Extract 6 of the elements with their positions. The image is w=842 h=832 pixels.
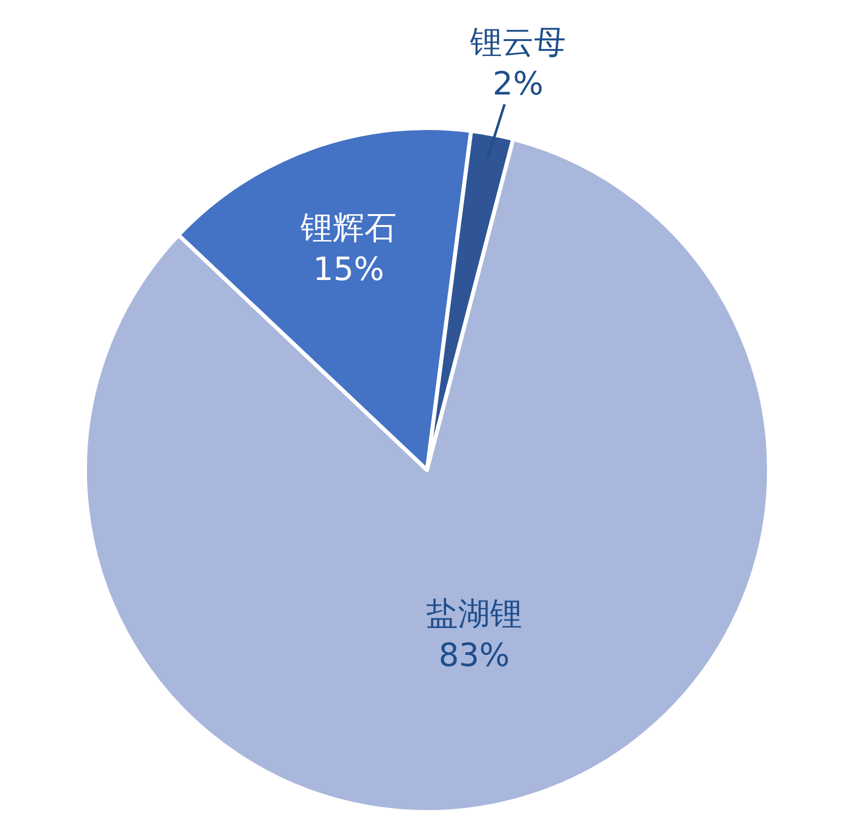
data-label: 15% [313, 250, 384, 288]
data-label: 2% [492, 64, 544, 103]
slice-label: 盐湖锂 [426, 594, 522, 633]
slice-label: 锂云母 [469, 23, 566, 61]
data-label: 83% [438, 636, 510, 674]
slice-label: 锂辉石 [300, 208, 397, 247]
